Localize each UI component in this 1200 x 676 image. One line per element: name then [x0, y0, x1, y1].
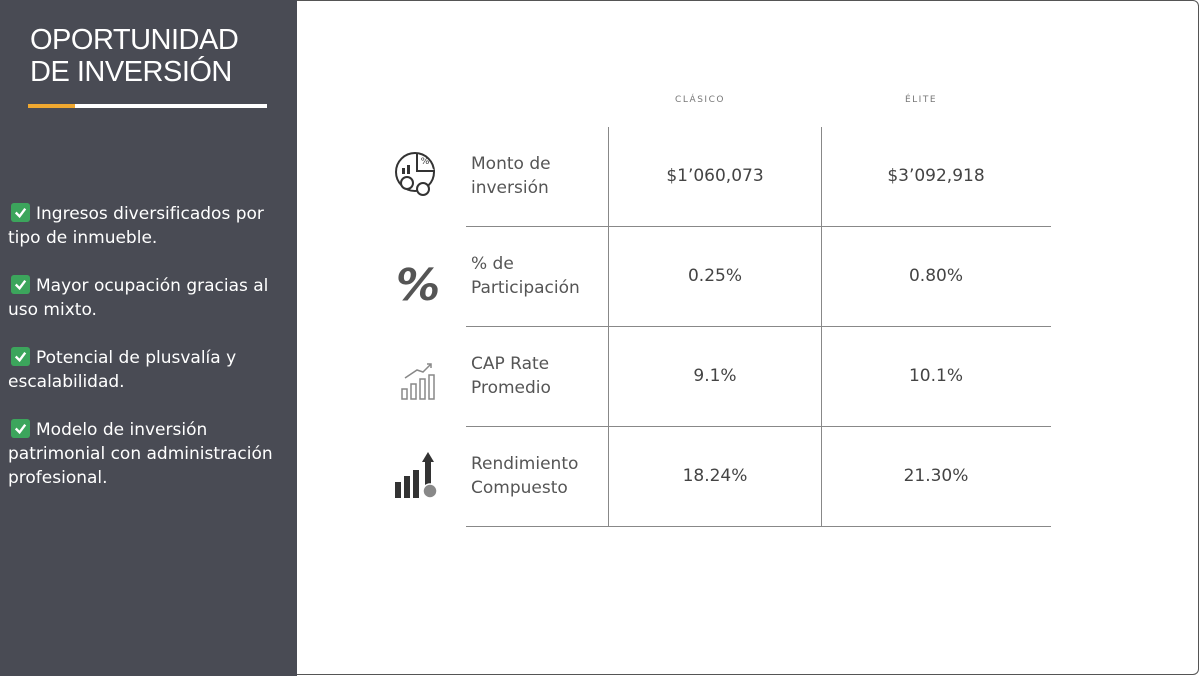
cell-value: 10.1%	[908, 366, 963, 386]
bullet-text: Modelo de inversión patrimonial con admi…	[8, 420, 273, 488]
row-divider	[466, 326, 1051, 327]
bullet-text: Mayor ocupación gracias al uso mixto.	[8, 276, 269, 320]
icon-cap-rate	[401, 363, 435, 400]
column-divider	[608, 127, 609, 527]
title-line: OPORTUNIDAD	[30, 24, 239, 56]
check-icon	[11, 347, 30, 366]
accent-bar	[28, 104, 75, 108]
icon-investment: %	[395, 152, 435, 196]
bullet-item: Mayor ocupación gracias al uso mixto.	[8, 274, 278, 322]
bullet-text: Potencial de plusvalía y escalabilidad.	[8, 348, 237, 392]
underline	[75, 104, 267, 108]
column-divider	[821, 127, 822, 527]
cell-value: 9.1%	[693, 366, 737, 386]
row-label: Rendimiento Compuesto	[471, 454, 579, 498]
row-divider	[466, 526, 1051, 527]
column-header: CLÁSICO	[675, 95, 725, 105]
cell-value: 18.24%	[682, 466, 748, 486]
row-label: Monto de inversión	[471, 154, 551, 198]
main-panel	[297, 0, 1199, 675]
check-icon	[11, 203, 30, 222]
column-header: ÉLITE	[904, 95, 938, 105]
bullet-item: Ingresos diversificados por tipo de inmu…	[8, 202, 278, 250]
icon-percent: %	[396, 262, 440, 307]
cell-value: 21.30%	[903, 466, 969, 486]
svg-text:%: %	[421, 157, 430, 167]
row-label: CAP Rate Promedio	[471, 354, 551, 398]
cell-value: 0.80%	[908, 266, 963, 286]
bullet-item: Modelo de inversión patrimonial con admi…	[8, 418, 278, 490]
bullet-text: Ingresos diversificados por tipo de inmu…	[8, 204, 264, 248]
cell-value: 0.25%	[687, 266, 742, 286]
check-icon	[11, 419, 30, 438]
cell-value: $3’092,918	[887, 166, 985, 186]
bullet-item: Potencial de plusvalía y escalabilidad.	[8, 346, 278, 394]
icon-compound	[395, 452, 438, 499]
sidebar: OPORTUNIDAD DE INVERSIÓN Ingresos divers…	[0, 0, 297, 676]
svg-text:%: %	[396, 262, 440, 307]
title-line: DE INVERSIÓN	[30, 56, 232, 88]
row-label: % de Participación	[471, 254, 580, 298]
row-divider	[466, 426, 1051, 427]
check-icon	[11, 275, 30, 294]
row-divider	[466, 226, 1051, 227]
cell-value: $1’060,073	[666, 166, 764, 186]
